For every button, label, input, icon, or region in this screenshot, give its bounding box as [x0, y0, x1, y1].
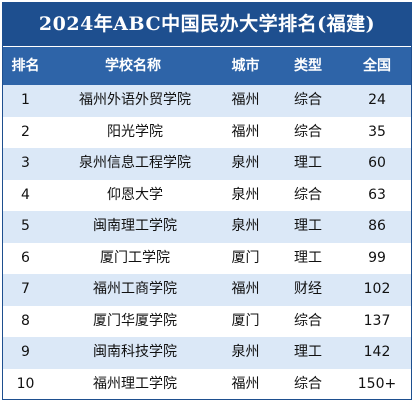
cell-national-rank: 63 [368, 186, 386, 203]
cell-national-rank: 137 [363, 312, 391, 329]
cell-school-name: 厦门华厦学院 [93, 312, 177, 329]
cell-city: 泉州 [231, 218, 260, 234]
cell-type: 综合 [294, 123, 322, 140]
cell-school-name: 福州工商学院 [93, 281, 177, 297]
header-rank: 排名 [11, 58, 40, 74]
cell-city: 泉州 [231, 344, 260, 360]
table-header-row: 排名 学校名称 城市 类型 全国 [3, 47, 411, 85]
cell-rank: 10 [16, 375, 35, 392]
header-school-name: 学校名称 [105, 58, 161, 74]
cell-city: 厦门 [231, 312, 260, 329]
cell-city: 福州 [231, 281, 260, 297]
cell-school-name: 泉州信息工程学院 [79, 155, 191, 171]
cell-school-name: 福州外语外贸学院 [79, 92, 191, 108]
cell-national-rank: 60 [368, 155, 386, 171]
table-row: 2 阳光学院 福州 综合 35 [3, 116, 411, 148]
cell-type: 综合 [294, 186, 322, 203]
table-row: 7 福州工商学院 福州 财经 102 [3, 274, 411, 306]
header-type: 类型 [294, 58, 322, 74]
cell-national-rank: 102 [363, 281, 391, 297]
cell-type: 理工 [294, 344, 322, 360]
cell-school-name: 福州理工学院 [93, 375, 177, 392]
cell-city: 泉州 [231, 186, 260, 203]
cell-school-name: 阳光学院 [107, 123, 163, 140]
cell-rank: 1 [21, 92, 30, 108]
cell-type: 理工 [294, 155, 322, 171]
cell-national-rank: 150+ [357, 375, 397, 392]
table-row: 3 泉州信息工程学院 泉州 理工 60 [3, 148, 411, 180]
cell-city: 福州 [231, 123, 260, 140]
cell-national-rank: 24 [368, 92, 386, 108]
table-row: 5 闽南理工学院 泉州 理工 86 [3, 211, 411, 243]
cell-national-rank: 142 [363, 344, 391, 360]
table-title: 2024年ABC中国民办大学排名(福建) [3, 3, 411, 47]
cell-rank: 6 [21, 249, 30, 266]
table-row: 1 福州外语外贸学院 福州 综合 24 [3, 85, 411, 117]
cell-city: 福州 [231, 92, 260, 108]
cell-school-name: 仰恩大学 [107, 186, 163, 203]
cell-city: 厦门 [231, 249, 260, 266]
cell-rank: 8 [21, 312, 30, 329]
cell-type: 综合 [294, 92, 322, 108]
cell-rank: 5 [21, 218, 30, 234]
cell-type: 理工 [294, 249, 322, 266]
cell-city: 泉州 [231, 155, 260, 171]
cell-type: 综合 [294, 375, 322, 392]
ranking-table: 2024年ABC中国民办大学排名(福建) 排名 学校名称 城市 类型 全国 1 … [2, 2, 412, 400]
table-row: 6 厦门工学院 厦门 理工 99 [3, 242, 411, 274]
cell-rank: 7 [21, 281, 30, 297]
cell-city: 福州 [231, 375, 260, 392]
table-row: 8 厦门华厦学院 厦门 综合 137 [3, 305, 411, 337]
cell-rank: 2 [21, 123, 30, 140]
table-row: 9 闽南科技学院 泉州 理工 142 [3, 337, 411, 369]
cell-rank: 3 [21, 155, 30, 171]
cell-type: 理工 [294, 218, 322, 234]
cell-national-rank: 86 [368, 218, 386, 234]
cell-type: 财经 [294, 281, 322, 297]
cell-national-rank: 35 [368, 123, 386, 140]
cell-rank: 4 [21, 186, 30, 203]
cell-national-rank: 99 [368, 249, 386, 266]
cell-type: 综合 [294, 312, 322, 329]
cell-rank: 9 [21, 344, 30, 360]
cell-school-name: 厦门工学院 [100, 249, 170, 266]
table-row: 4 仰恩大学 泉州 综合 63 [3, 179, 411, 211]
header-national-rank: 全国 [363, 58, 391, 74]
table-row: 10 福州理工学院 福州 综合 150+ [3, 368, 411, 399]
cell-school-name: 闽南科技学院 [93, 344, 177, 360]
header-city: 城市 [231, 58, 260, 74]
cell-school-name: 闽南理工学院 [93, 218, 177, 234]
